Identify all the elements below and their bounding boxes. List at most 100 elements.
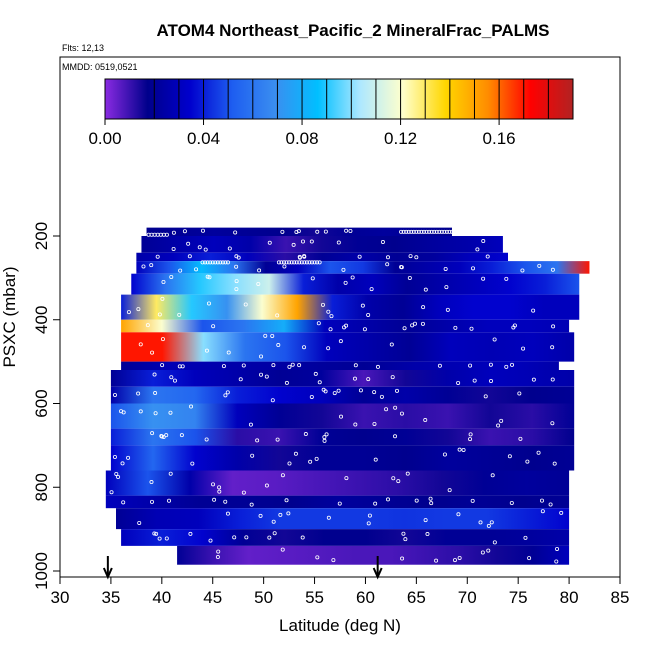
sample-point xyxy=(444,285,449,290)
sample-point xyxy=(452,558,457,563)
sample-point xyxy=(160,337,165,342)
heatmap-layer xyxy=(131,273,580,295)
heatmap-layer xyxy=(121,361,559,370)
sample-point xyxy=(366,312,371,317)
sample-point xyxy=(292,260,297,265)
heatmap-layer xyxy=(121,294,580,320)
sample-point xyxy=(469,326,474,331)
sample-point xyxy=(238,377,243,382)
sample-point xyxy=(250,453,255,458)
sample-point xyxy=(255,438,260,443)
sample-point xyxy=(186,241,191,246)
sample-point xyxy=(137,520,142,525)
sample-point xyxy=(457,555,462,560)
sample-point xyxy=(280,473,285,478)
sample-point xyxy=(419,229,424,234)
sample-point xyxy=(150,350,155,355)
sample-point xyxy=(509,500,514,505)
sample-point xyxy=(304,260,309,265)
sample-point xyxy=(136,391,141,396)
sample-point xyxy=(155,254,160,259)
sample-point xyxy=(483,394,488,399)
sample-point xyxy=(206,301,211,306)
sample-point xyxy=(160,363,165,368)
heatmap-layer xyxy=(110,428,575,446)
sample-point xyxy=(284,260,289,265)
sample-point xyxy=(486,523,491,528)
sample-point xyxy=(322,438,327,443)
sample-point xyxy=(116,474,121,479)
sample-point xyxy=(302,345,307,350)
sample-point xyxy=(352,376,357,381)
sample-point xyxy=(126,455,131,460)
x-tick-label: 45 xyxy=(203,588,222,607)
sample-point xyxy=(403,537,408,542)
sample-point xyxy=(294,260,299,265)
sample-point xyxy=(409,229,414,234)
sample-point xyxy=(554,559,559,564)
sample-point xyxy=(468,432,473,437)
sample-point xyxy=(157,536,162,541)
x-tick-label: 35 xyxy=(101,588,120,607)
sample-point xyxy=(152,372,157,377)
sample-point xyxy=(457,447,462,452)
sample-point xyxy=(258,513,263,518)
sample-point xyxy=(172,378,177,383)
sample-point xyxy=(232,535,237,540)
sample-point xyxy=(511,325,516,330)
sample-point xyxy=(112,392,117,397)
sample-point xyxy=(187,254,192,259)
sample-point xyxy=(329,314,334,319)
sample-point xyxy=(470,498,475,503)
sample-point xyxy=(211,324,216,329)
sample-point xyxy=(550,421,555,426)
sample-point xyxy=(145,323,150,328)
sample-point xyxy=(439,229,444,234)
sample-point xyxy=(278,512,283,517)
sample-point xyxy=(453,325,458,330)
sample-point xyxy=(478,520,483,525)
colorbar-gradient xyxy=(104,78,574,120)
colorbar-tick-label: 0.08 xyxy=(286,129,319,148)
sample-point xyxy=(225,260,230,265)
sample-point xyxy=(338,339,343,344)
sample-point xyxy=(169,275,174,280)
sample-point xyxy=(264,483,269,488)
sample-point xyxy=(289,260,294,265)
sample-point xyxy=(234,287,239,292)
sample-point xyxy=(149,480,154,485)
sample-point xyxy=(540,509,545,514)
sample-point xyxy=(432,229,437,234)
sample-point xyxy=(136,307,141,312)
sample-point xyxy=(126,310,131,315)
x-tick-label: 55 xyxy=(305,588,324,607)
sample-point xyxy=(223,260,228,265)
latitude-arrows xyxy=(102,556,383,580)
latitude-arrow-head xyxy=(102,567,113,580)
sample-point xyxy=(385,497,390,502)
sample-markers xyxy=(109,228,564,564)
sample-point xyxy=(249,502,254,507)
sample-point xyxy=(362,327,367,332)
sample-point xyxy=(308,459,313,464)
sample-point xyxy=(323,229,328,234)
sample-point xyxy=(180,364,185,369)
sample-point xyxy=(475,247,480,252)
sample-point xyxy=(322,435,327,440)
sample-point xyxy=(248,422,253,427)
sample-point xyxy=(372,390,377,395)
sample-point xyxy=(400,556,405,561)
heatmap-layer xyxy=(146,227,452,236)
sample-point xyxy=(194,267,199,272)
sample-point xyxy=(272,531,277,536)
sample-point xyxy=(499,418,504,423)
sample-point xyxy=(299,260,304,265)
x-tick-label: 85 xyxy=(611,588,630,607)
sample-point xyxy=(287,364,292,369)
sample-point xyxy=(401,229,406,234)
sample-point xyxy=(366,521,371,526)
sample-point xyxy=(437,229,442,234)
sample-point xyxy=(414,229,419,234)
sample-point xyxy=(300,535,305,540)
